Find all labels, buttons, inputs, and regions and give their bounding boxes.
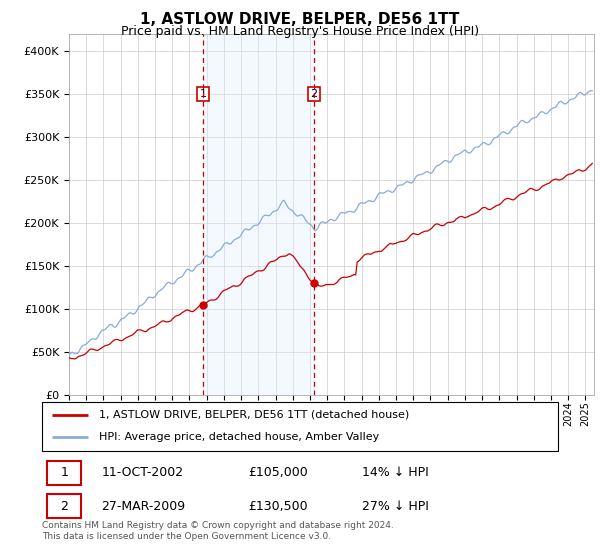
Text: 1, ASTLOW DRIVE, BELPER, DE56 1TT (detached house): 1, ASTLOW DRIVE, BELPER, DE56 1TT (detac… [99,410,409,420]
Text: 1: 1 [60,466,68,479]
Text: Contains HM Land Registry data © Crown copyright and database right 2024.: Contains HM Land Registry data © Crown c… [42,521,394,530]
Text: 2: 2 [310,89,317,99]
Text: 27-MAR-2009: 27-MAR-2009 [101,500,185,512]
Text: 14% ↓ HPI: 14% ↓ HPI [362,466,428,479]
Text: £130,500: £130,500 [248,500,308,512]
Text: 27% ↓ HPI: 27% ↓ HPI [362,500,429,512]
FancyBboxPatch shape [47,494,80,518]
Text: This data is licensed under the Open Government Licence v3.0.: This data is licensed under the Open Gov… [42,532,331,541]
Text: 1, ASTLOW DRIVE, BELPER, DE56 1TT: 1, ASTLOW DRIVE, BELPER, DE56 1TT [140,12,460,27]
Text: 11-OCT-2002: 11-OCT-2002 [101,466,184,479]
Text: HPI: Average price, detached house, Amber Valley: HPI: Average price, detached house, Ambe… [99,432,379,442]
Text: Price paid vs. HM Land Registry's House Price Index (HPI): Price paid vs. HM Land Registry's House … [121,25,479,38]
FancyBboxPatch shape [42,402,558,451]
Text: 1: 1 [199,89,206,99]
Text: 2: 2 [60,500,68,512]
Text: £105,000: £105,000 [248,466,308,479]
FancyBboxPatch shape [47,461,80,484]
Bar [203,34,314,395]
